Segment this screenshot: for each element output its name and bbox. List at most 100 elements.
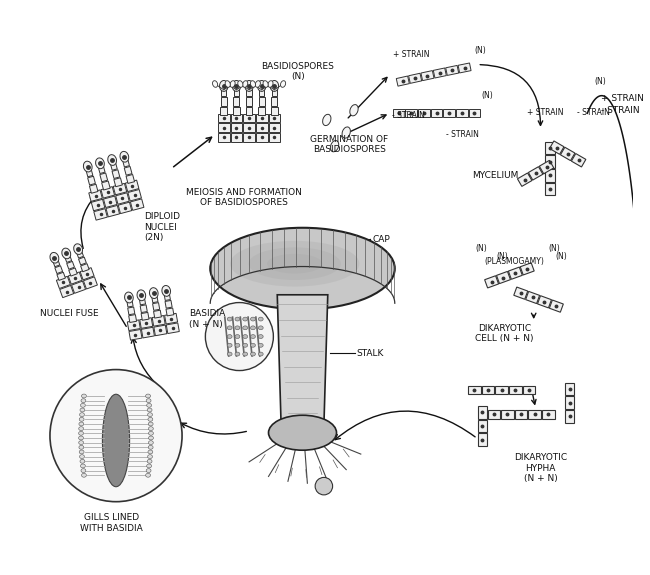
Polygon shape xyxy=(545,169,555,182)
Ellipse shape xyxy=(242,326,248,329)
Polygon shape xyxy=(72,281,86,293)
Text: - STRAIN: - STRAIN xyxy=(392,111,424,120)
Ellipse shape xyxy=(146,394,151,398)
Ellipse shape xyxy=(322,114,331,125)
Ellipse shape xyxy=(79,446,84,449)
Polygon shape xyxy=(542,410,554,419)
Polygon shape xyxy=(488,410,500,419)
Polygon shape xyxy=(91,200,105,211)
Polygon shape xyxy=(106,205,120,217)
Polygon shape xyxy=(116,193,129,204)
Polygon shape xyxy=(67,262,75,269)
Polygon shape xyxy=(100,173,108,182)
Polygon shape xyxy=(127,307,135,315)
Ellipse shape xyxy=(232,81,240,91)
Polygon shape xyxy=(142,327,155,338)
Text: (N): (N) xyxy=(548,244,560,253)
Ellipse shape xyxy=(149,436,153,440)
Polygon shape xyxy=(165,300,172,308)
Polygon shape xyxy=(231,133,242,142)
Ellipse shape xyxy=(350,105,358,116)
Polygon shape xyxy=(566,383,574,396)
Polygon shape xyxy=(514,287,528,299)
Ellipse shape xyxy=(81,398,86,402)
Polygon shape xyxy=(271,106,278,114)
Polygon shape xyxy=(517,173,532,186)
Ellipse shape xyxy=(250,317,255,321)
Polygon shape xyxy=(545,142,555,155)
Ellipse shape xyxy=(227,352,232,356)
Ellipse shape xyxy=(108,155,116,166)
Polygon shape xyxy=(64,255,72,262)
Text: (N): (N) xyxy=(555,252,567,261)
Ellipse shape xyxy=(148,427,153,431)
Text: - STRAIN: - STRAIN xyxy=(577,108,610,117)
Circle shape xyxy=(315,477,333,495)
Polygon shape xyxy=(68,272,82,284)
Ellipse shape xyxy=(81,394,86,398)
Ellipse shape xyxy=(235,317,240,321)
Polygon shape xyxy=(571,154,586,167)
Polygon shape xyxy=(446,66,459,75)
Ellipse shape xyxy=(257,81,266,91)
Polygon shape xyxy=(101,181,110,190)
Polygon shape xyxy=(566,396,574,409)
Ellipse shape xyxy=(270,81,279,91)
Ellipse shape xyxy=(235,352,240,356)
Ellipse shape xyxy=(250,343,255,347)
Ellipse shape xyxy=(125,292,133,303)
Polygon shape xyxy=(129,329,142,340)
Polygon shape xyxy=(566,410,574,423)
Ellipse shape xyxy=(230,81,235,87)
Polygon shape xyxy=(231,114,242,122)
Ellipse shape xyxy=(250,81,255,87)
Ellipse shape xyxy=(220,81,228,91)
Polygon shape xyxy=(113,183,127,195)
Polygon shape xyxy=(53,259,60,267)
Ellipse shape xyxy=(258,317,263,321)
Polygon shape xyxy=(128,190,142,201)
Polygon shape xyxy=(125,180,139,191)
Polygon shape xyxy=(528,410,541,419)
Polygon shape xyxy=(268,133,280,142)
Polygon shape xyxy=(431,109,443,117)
Polygon shape xyxy=(118,202,132,213)
Polygon shape xyxy=(501,410,514,419)
Polygon shape xyxy=(221,97,227,106)
Ellipse shape xyxy=(227,317,232,321)
Ellipse shape xyxy=(148,440,153,444)
Polygon shape xyxy=(153,302,160,310)
Polygon shape xyxy=(77,251,84,258)
Polygon shape xyxy=(478,433,487,446)
Polygon shape xyxy=(218,124,229,132)
Ellipse shape xyxy=(235,335,240,339)
Ellipse shape xyxy=(81,469,86,473)
Polygon shape xyxy=(526,292,540,304)
Ellipse shape xyxy=(330,140,339,152)
Polygon shape xyxy=(69,268,77,276)
Polygon shape xyxy=(139,297,146,305)
Polygon shape xyxy=(124,166,132,175)
Ellipse shape xyxy=(242,81,248,87)
Ellipse shape xyxy=(50,252,59,263)
Polygon shape xyxy=(166,323,179,334)
Polygon shape xyxy=(140,318,153,328)
Text: (N): (N) xyxy=(474,46,486,55)
Ellipse shape xyxy=(79,436,83,440)
Text: BASIDIOSPORES
(N): BASIDIOSPORES (N) xyxy=(261,62,334,81)
Polygon shape xyxy=(515,410,527,419)
Ellipse shape xyxy=(258,326,263,329)
Text: + STRAIN: + STRAIN xyxy=(393,50,430,59)
Text: DIKARYOTIC
HYPHA
(N + N): DIKARYOTIC HYPHA (N + N) xyxy=(514,453,567,483)
Polygon shape xyxy=(458,63,471,73)
Ellipse shape xyxy=(250,326,255,329)
Polygon shape xyxy=(231,124,242,132)
Polygon shape xyxy=(103,196,117,208)
Ellipse shape xyxy=(120,151,129,162)
Polygon shape xyxy=(478,420,487,432)
Circle shape xyxy=(50,370,182,501)
Polygon shape xyxy=(246,106,252,114)
Text: + STRAIN: + STRAIN xyxy=(601,94,644,102)
Ellipse shape xyxy=(96,158,104,168)
Polygon shape xyxy=(545,155,555,168)
